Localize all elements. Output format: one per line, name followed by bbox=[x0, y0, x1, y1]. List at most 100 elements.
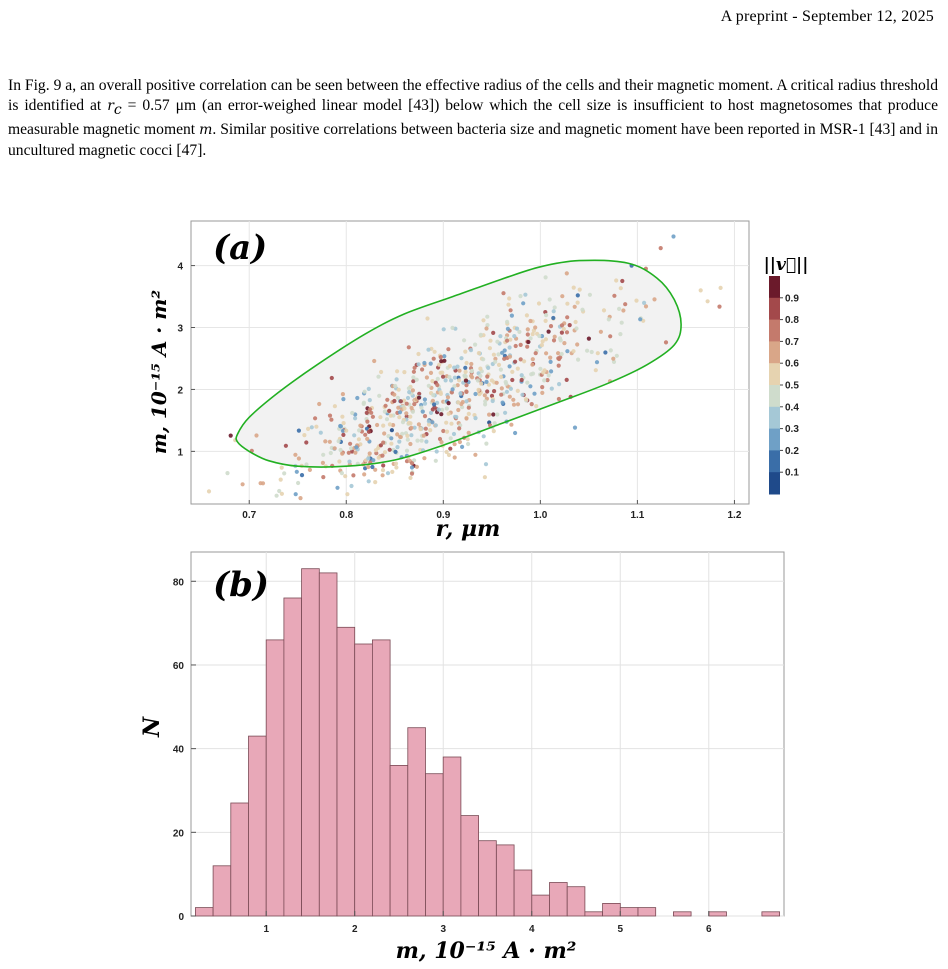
scatter-point bbox=[439, 412, 444, 417]
histogram-x-tick-label: 4 bbox=[529, 924, 535, 935]
scatter-point bbox=[507, 296, 512, 301]
scatter-point bbox=[416, 362, 421, 367]
scatter-point bbox=[499, 386, 504, 391]
scatter-point bbox=[338, 447, 343, 453]
scatter-point bbox=[549, 386, 554, 391]
scatter-x-tick-label: 0.9 bbox=[436, 510, 450, 521]
scatter-point bbox=[406, 420, 412, 425]
scatter-point bbox=[508, 337, 513, 342]
scatter-point bbox=[542, 368, 547, 373]
scatter-point bbox=[478, 332, 483, 337]
scatter-point bbox=[444, 420, 449, 425]
scatter-point bbox=[476, 351, 481, 356]
scatter-point bbox=[362, 389, 367, 394]
scatter-point bbox=[485, 314, 490, 319]
scatter-point bbox=[520, 392, 525, 397]
scatter-point bbox=[279, 465, 284, 470]
scatter-x-tick-label: 0.7 bbox=[242, 510, 256, 521]
scatter-point bbox=[419, 405, 424, 410]
scatter-point bbox=[705, 299, 710, 304]
scatter-point bbox=[515, 366, 520, 371]
scatter-point bbox=[463, 378, 469, 383]
scatter-point bbox=[412, 402, 417, 407]
scatter-point bbox=[400, 420, 406, 425]
scatter-point bbox=[446, 347, 451, 352]
scatter-point bbox=[400, 431, 405, 436]
scatter-point bbox=[503, 410, 508, 415]
scatter-point bbox=[442, 358, 447, 363]
scatter-point bbox=[490, 398, 495, 404]
histogram-bar bbox=[637, 907, 657, 917]
scatter-point bbox=[317, 401, 322, 407]
scatter-point bbox=[345, 492, 350, 497]
scatter-point bbox=[358, 423, 363, 428]
scatter-point bbox=[612, 293, 617, 298]
scatter-point bbox=[477, 392, 482, 397]
scatter-point bbox=[441, 428, 446, 434]
scatter-point bbox=[373, 480, 378, 485]
scatter-point bbox=[494, 380, 499, 385]
scatter-point bbox=[340, 428, 345, 433]
scatter-point bbox=[507, 354, 513, 359]
colorbar-tick-label: 0.2 bbox=[785, 446, 799, 457]
scatter-point bbox=[353, 450, 358, 455]
scatter-point bbox=[540, 385, 545, 390]
colorbar-tick-label: 0.8 bbox=[785, 315, 799, 326]
scatter-point bbox=[485, 374, 490, 379]
scatter-point bbox=[559, 330, 565, 335]
scatter-point bbox=[445, 395, 451, 400]
scatter-point bbox=[565, 301, 570, 306]
scatter-point bbox=[518, 294, 523, 299]
scatter-point bbox=[404, 459, 410, 464]
scatter-point bbox=[556, 396, 562, 402]
scatter-point bbox=[452, 384, 457, 389]
scatter-point bbox=[658, 246, 663, 251]
scatter-point bbox=[484, 379, 489, 384]
scatter-point bbox=[446, 452, 452, 458]
scatter-point bbox=[698, 288, 703, 293]
scatter-point bbox=[384, 417, 390, 422]
radius-subscript: c bbox=[113, 101, 122, 118]
histogram-bar bbox=[531, 894, 550, 917]
histogram-y-label: N bbox=[139, 716, 165, 738]
paragraph-text-3: . Similar positive correlations between … bbox=[8, 121, 938, 159]
scatter-point bbox=[580, 307, 585, 312]
histogram-bar bbox=[212, 865, 232, 917]
scatter-x-tick-label: 1.1 bbox=[630, 510, 644, 521]
scatter-point bbox=[340, 392, 345, 397]
body-paragraph: In Fig. 9 a, an overall positive correla… bbox=[8, 76, 938, 160]
scatter-point bbox=[469, 373, 474, 378]
scatter-point bbox=[496, 362, 502, 367]
scatter-point bbox=[323, 439, 328, 444]
scatter-point bbox=[573, 319, 578, 325]
scatter-point bbox=[464, 399, 469, 404]
scatter-point bbox=[372, 358, 377, 364]
scatter-point bbox=[395, 395, 400, 400]
colorbar-segment bbox=[769, 450, 780, 473]
scatter-point bbox=[391, 423, 396, 428]
scatter-point bbox=[409, 405, 414, 411]
scatter-point bbox=[394, 377, 399, 382]
scatter-point bbox=[426, 419, 431, 424]
scatter-point bbox=[557, 382, 562, 387]
scatter-point bbox=[423, 426, 428, 431]
scatter-point bbox=[320, 460, 325, 465]
colorbar-tick-label: 0.3 bbox=[785, 424, 799, 435]
panel-a-label: (a) bbox=[213, 228, 267, 268]
scatter-point bbox=[547, 297, 552, 302]
scatter-point bbox=[543, 318, 548, 323]
scatter-point bbox=[362, 472, 367, 477]
histogram-bar bbox=[371, 639, 391, 917]
scatter-point bbox=[452, 455, 457, 460]
scatter-point bbox=[329, 375, 334, 381]
histogram-x-tick-label: 6 bbox=[706, 924, 712, 935]
scatter-point bbox=[513, 343, 518, 349]
scatter-point bbox=[356, 437, 361, 442]
scatter-point bbox=[505, 338, 510, 343]
scatter-point bbox=[341, 397, 346, 402]
scatter-point bbox=[533, 351, 538, 356]
scatter-point bbox=[481, 434, 486, 439]
scatter-point bbox=[504, 389, 509, 394]
scatter-point bbox=[576, 357, 581, 362]
scatter-point bbox=[539, 343, 545, 348]
